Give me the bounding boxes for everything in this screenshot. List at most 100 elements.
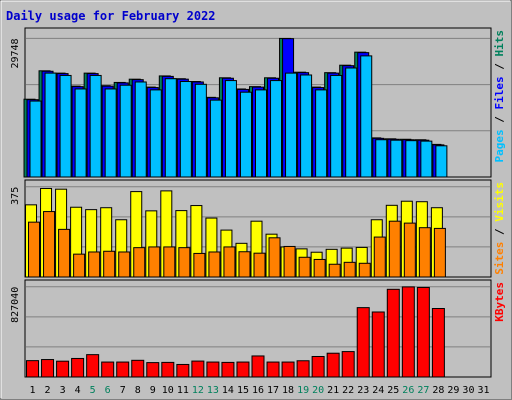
day-label: 20: [312, 385, 324, 396]
legend-item: Sites: [493, 242, 506, 275]
day-label: 12: [192, 385, 204, 396]
bar-sites-day-10: [163, 246, 176, 278]
day-label: 11: [177, 385, 189, 396]
bar-kbytes-day-21: [326, 352, 340, 378]
bar-sites-day-12: [193, 252, 206, 278]
bar-sites-day-11: [178, 247, 191, 278]
day-label: 24: [372, 385, 384, 396]
panel-hits-files-pages: 29748 Pages / Files / Hits: [10, 27, 506, 178]
axis-max-label: 29748: [10, 38, 21, 68]
series-kbytes: [26, 286, 445, 378]
bar-kbytes-day-2: [41, 359, 55, 378]
bar-sites-day-19: [298, 256, 311, 278]
bar-kbytes-day-15: [236, 361, 250, 378]
x-axis-day-labels: 1 2 3 4 5 6 7 8 9 10 11 12 13 14 15 16 17 18 19 20 21 22 23 24 2…: [30, 385, 490, 396]
bar-pages-day-18: [285, 72, 298, 178]
day-label: 15: [237, 385, 249, 396]
bar-pages-day-9: [149, 89, 162, 178]
bar-kbytes-day-11: [176, 363, 190, 378]
series-sites: [28, 211, 446, 278]
bar-sites-day-16: [253, 252, 266, 278]
bar-pages-day-16: [255, 89, 267, 178]
day-label: 6: [105, 385, 111, 396]
bar-sites-day-2: [43, 211, 56, 278]
day-label: 22: [342, 385, 354, 396]
bar-pages-day-22: [345, 67, 358, 178]
legend-item: /: [493, 222, 506, 242]
bar-sites-day-28: [433, 227, 446, 278]
bar-pages-day-4: [74, 88, 87, 178]
bar-sites-day-5: [88, 251, 101, 278]
bar-pages-day-1: [29, 100, 42, 178]
panel-visits-sites: 375 Sites / Visits: [10, 179, 506, 278]
bar-kbytes-day-7: [116, 361, 130, 378]
bar-sites-day-18: [283, 245, 296, 278]
day-label: 7: [120, 385, 126, 396]
day-label: 8: [135, 385, 141, 396]
day-label: 1: [30, 385, 36, 396]
day-label: 9: [150, 385, 156, 396]
bar-kbytes-day-17: [266, 361, 280, 378]
bar-kbytes-day-10: [161, 361, 175, 378]
bar-pages-day-25: [390, 139, 403, 178]
day-label: 3: [60, 385, 66, 396]
bar-pages-day-23: [360, 55, 373, 178]
bar-kbytes-day-20: [311, 355, 325, 378]
bar-kbytes-day-6: [101, 361, 115, 378]
legend-item: /: [493, 110, 506, 130]
legend-item: Files: [493, 76, 506, 109]
bar-sites-day-3: [58, 228, 71, 278]
bar-sites-day-27: [418, 227, 431, 278]
bar-sites-day-13: [208, 251, 221, 278]
bar-pages-day-15: [239, 91, 252, 178]
day-label: 30: [462, 385, 474, 396]
bar-sites-day-9: [148, 246, 161, 278]
chart-title: Daily usage for February 2022: [6, 9, 216, 23]
bar-kbytes-day-25: [386, 288, 400, 378]
bar-kbytes-day-13: [206, 361, 220, 378]
bar-sites-day-17: [268, 237, 281, 278]
day-label: 5: [90, 385, 96, 396]
panel-legend: KBytes: [493, 282, 506, 322]
bar-kbytes-day-5: [86, 354, 100, 378]
bar-kbytes-day-14: [221, 361, 235, 378]
bar-pages-day-17: [270, 80, 283, 178]
legend-item: Visits: [493, 182, 506, 222]
bar-kbytes-day-9: [146, 362, 160, 378]
bar-pages-day-14: [224, 80, 237, 178]
bar-kbytes-day-22: [341, 351, 355, 378]
axis-max-label: 827040: [10, 287, 21, 323]
bar-sites-day-22: [343, 261, 356, 278]
day-label: 17: [267, 385, 279, 396]
bar-kbytes-day-1: [26, 360, 40, 378]
bar-kbytes-day-23: [356, 307, 370, 378]
bar-sites-day-26: [403, 222, 416, 278]
bar-pages-day-19: [300, 74, 313, 178]
bar-pages-day-7: [119, 84, 132, 178]
bar-pages-day-12: [194, 83, 207, 178]
bar-sites-day-21: [328, 263, 341, 278]
bar-pages-day-28: [435, 145, 448, 178]
bar-sites-day-14: [223, 246, 236, 278]
bar-pages-day-10: [164, 78, 177, 178]
series-pages: [29, 55, 448, 178]
day-label: 26: [402, 385, 414, 396]
bar-sites-day-1: [28, 221, 41, 278]
day-label: 4: [75, 385, 81, 396]
bar-sites-day-24: [373, 236, 386, 278]
day-label: 31: [477, 385, 489, 396]
legend-item: Pages: [493, 129, 506, 162]
bar-sites-day-23: [358, 262, 371, 278]
bar-kbytes-day-28: [431, 308, 445, 378]
bar-pages-day-11: [179, 81, 192, 178]
day-label: 16: [252, 385, 264, 396]
bar-pages-day-8: [134, 81, 147, 178]
bar-sites-day-7: [118, 251, 131, 278]
bar-sites-day-25: [388, 220, 401, 278]
bar-pages-day-21: [330, 74, 343, 178]
day-label: 25: [387, 385, 399, 396]
bar-kbytes-day-3: [56, 360, 70, 378]
day-label: 23: [357, 385, 369, 396]
bar-sites-day-15: [238, 251, 251, 278]
